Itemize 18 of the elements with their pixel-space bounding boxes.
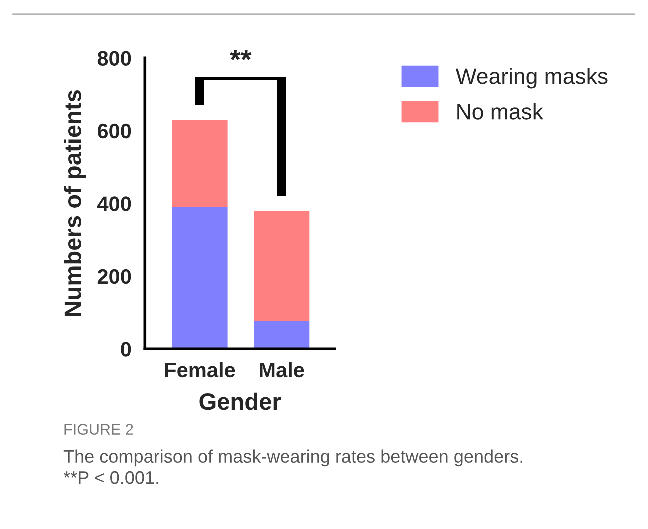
text: The comparison of mask-wearing rates between genders. (64, 450, 522, 467)
y-tick-label: 0 (121, 342, 132, 357)
caption: FIGURE 2 (64, 424, 134, 435)
bar (254, 321, 310, 350)
bar (172, 207, 228, 350)
legend-label: Wearing masks (456, 68, 608, 89)
y-tick-label: 800 (98, 51, 132, 66)
bar (254, 210, 310, 322)
x-axis-title: Gender (200, 392, 282, 410)
x-tick-label: Female (165, 362, 236, 378)
x-tick-label: Male (260, 362, 304, 378)
y-axis-title: Numbers of patients (64, 90, 86, 316)
annotation: ** (230, 50, 252, 60)
legend-label: No mask (458, 104, 544, 120)
text: **P < 0.001. (64, 471, 158, 484)
y-tick-label: 400 (98, 196, 132, 212)
y-tick-label: 600 (98, 124, 132, 139)
y-tick-label: 200 (98, 269, 132, 284)
